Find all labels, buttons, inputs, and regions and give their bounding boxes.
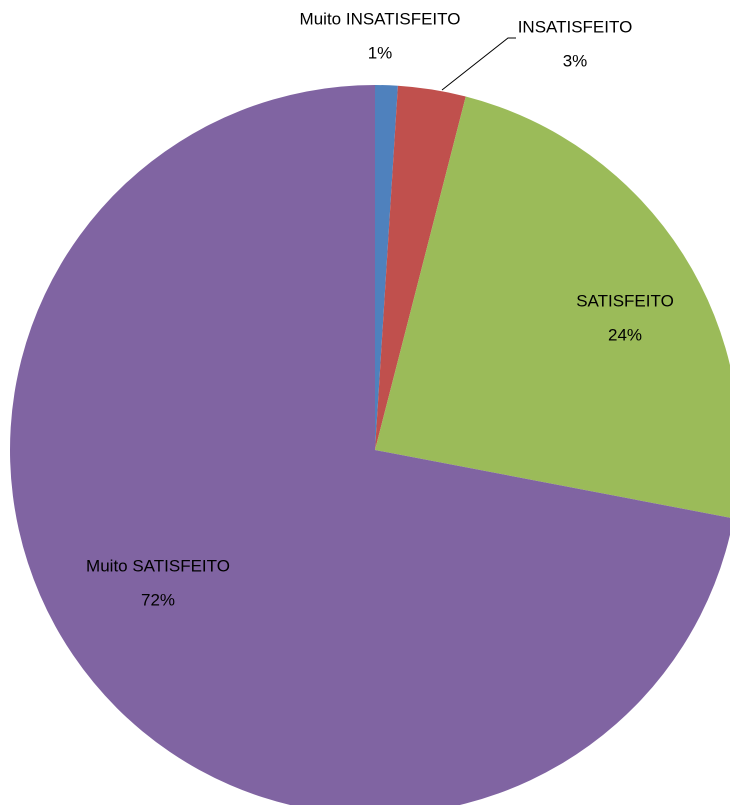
slice-label: Muito INSATISFEITO — [300, 9, 461, 28]
pie-slice — [375, 85, 398, 450]
pie-slice — [10, 85, 730, 805]
slice-value-label: 3% — [563, 51, 588, 70]
slice-label: Muito SATISFEITO — [86, 556, 230, 575]
pie-slice — [375, 96, 730, 518]
pie-slice — [375, 85, 466, 450]
slice-value-label: 72% — [141, 590, 175, 609]
slice-value-label: 24% — [608, 325, 642, 344]
slice-label: INSATISFEITO — [518, 17, 633, 36]
slice-value-label: 1% — [368, 43, 393, 62]
slice-label: SATISFEITO — [576, 291, 674, 310]
leader-line — [441, 37, 516, 91]
